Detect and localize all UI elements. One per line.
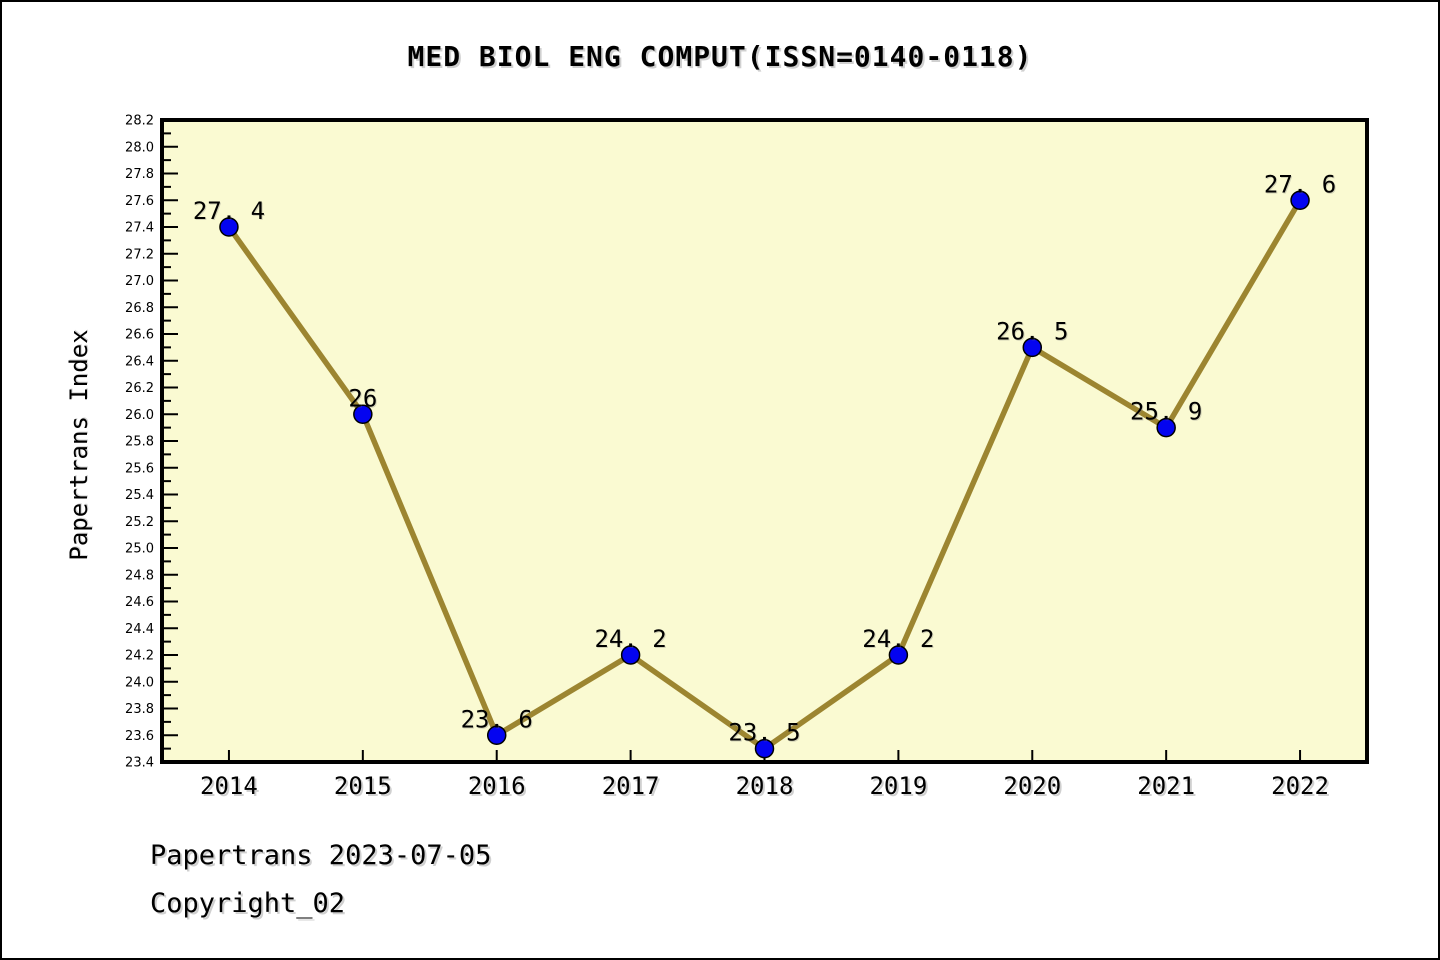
y-tick-label: 24.6 [125, 595, 154, 610]
y-tick-label: 27.8 [125, 167, 154, 182]
x-tick-label: 2017 [602, 772, 660, 800]
y-tick-label: 25.8 [125, 435, 154, 450]
x-tick-label: 2020 [1003, 772, 1061, 800]
x-tick-label: 2016 [468, 772, 526, 800]
chart-title: MED BIOL ENG COMPUT(ISSN=0140-0118) [407, 40, 1033, 73]
y-tick-label: 25.0 [125, 542, 154, 557]
y-tick-label: 27.0 [125, 274, 154, 289]
x-tick-label: 2015 [334, 772, 392, 800]
data-point-label: 25. 9 [1130, 398, 1202, 426]
x-tick-label: 2014 [200, 772, 258, 800]
y-tick-label: 28.2 [125, 114, 154, 129]
y-tick-label: 24.0 [125, 675, 154, 690]
x-tick-label: 2018 [736, 772, 794, 800]
data-point [1022, 337, 1043, 358]
data-point [1290, 190, 1310, 210]
y-tick-label: 26.8 [125, 301, 154, 316]
data-point-label: 26 [348, 384, 377, 412]
data-point-label: 23. 5 [728, 719, 800, 747]
data-point [888, 645, 909, 665]
data-point [486, 725, 507, 745]
y-tick-label: 25.6 [125, 461, 154, 476]
x-tick-label: 2022 [1271, 772, 1329, 800]
y-tick-label: 24.8 [125, 568, 154, 583]
y-tick-label: 26.0 [125, 408, 154, 423]
data-point-label: 27. 4 [193, 197, 265, 225]
data-point [754, 738, 775, 759]
data-point-label: 26. 5 [996, 317, 1068, 345]
data-point-label: 27. 6 [1264, 170, 1336, 198]
y-tick-label: 27.4 [125, 221, 154, 236]
data-point-label: 24. 2 [862, 625, 934, 653]
y-tick-label: 23.8 [125, 702, 154, 717]
data-point [353, 404, 373, 424]
data-point-label: 24. 2 [594, 625, 666, 653]
y-tick-label: 24.2 [125, 649, 154, 664]
y-tick-label: 25.4 [125, 488, 154, 503]
footer-source-date: Papertrans 2023-07-05 [150, 840, 492, 871]
y-tick-label: 26.6 [125, 328, 154, 343]
y-tick-label: 28.0 [125, 140, 154, 155]
y-tick-label: 26.4 [125, 354, 154, 369]
x-tick-label: 2019 [869, 772, 927, 800]
data-point [219, 217, 239, 237]
y-tick-label: 23.4 [125, 756, 154, 771]
y-tick-label: 27.2 [125, 247, 154, 262]
y-tick-label: 24.4 [125, 622, 154, 637]
y-tick-label: 25.2 [125, 515, 154, 530]
plot-area [160, 118, 1369, 764]
y-tick-label: 27.6 [125, 194, 154, 209]
y-tick-label: 26.2 [125, 381, 154, 396]
y-tick-label: 23.6 [125, 729, 154, 744]
data-point [620, 645, 641, 665]
footer-copyright: Copyright_02 [150, 888, 346, 919]
data-point [1156, 417, 1176, 438]
x-tick-label: 2021 [1137, 772, 1195, 800]
data-point-label: 23. 6 [461, 705, 533, 733]
